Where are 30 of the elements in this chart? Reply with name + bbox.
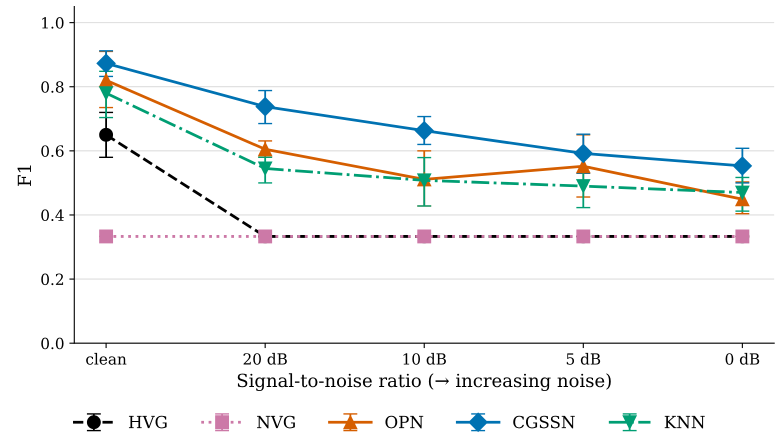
x-tick-label: 10 dB — [403, 352, 446, 365]
y-tick-label: 0.4 — [41, 209, 64, 221]
x-tick-label: 0 dB — [726, 352, 760, 365]
point — [414, 121, 434, 140]
y-axis-title: F1 — [18, 165, 31, 186]
x-tick-label: clean — [86, 352, 126, 365]
y-tick-label: 0.2 — [41, 274, 64, 286]
legend-label: OPN — [385, 416, 424, 428]
x-tick-label: 20 dB — [244, 352, 287, 365]
point — [99, 73, 114, 88]
y-tick-label: 0.8 — [41, 81, 64, 93]
x-axis-title: Signal-to-noise ratio (→ increasing noise) — [238, 373, 611, 391]
point — [96, 54, 116, 73]
point — [99, 86, 114, 100]
point — [574, 144, 593, 163]
y-tick-label: 1.0 — [42, 17, 64, 29]
point — [576, 179, 590, 194]
point — [735, 186, 750, 200]
legend-label: KNN — [664, 416, 705, 428]
point — [99, 128, 114, 142]
y-tick-label: 0.0 — [41, 338, 64, 350]
legend-label: CGSSN — [513, 416, 575, 428]
point — [99, 230, 114, 244]
point — [732, 156, 752, 176]
legend-label: HVG — [128, 416, 167, 428]
point — [258, 162, 272, 176]
legend-label: NVG — [257, 416, 295, 428]
y-tick-label: 0.6 — [41, 145, 64, 157]
x-tick-label: 5 dB — [566, 352, 600, 365]
point — [256, 97, 275, 116]
